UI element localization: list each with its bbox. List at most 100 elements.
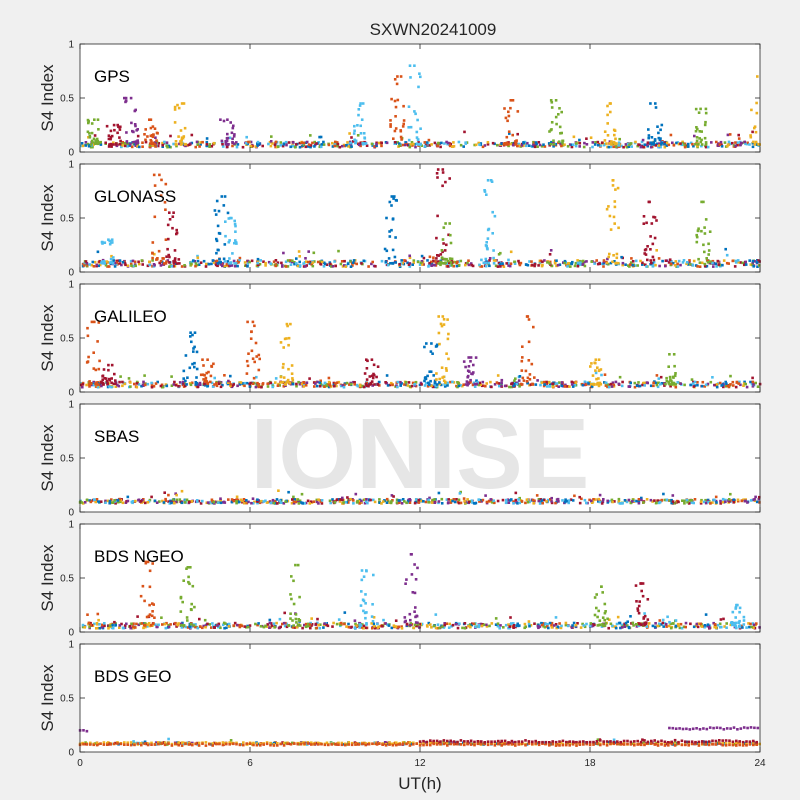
data-point bbox=[430, 264, 433, 267]
data-point bbox=[398, 144, 401, 147]
y-tick-label: 0 bbox=[68, 268, 74, 279]
data-point bbox=[540, 499, 544, 502]
data-point bbox=[104, 377, 108, 380]
data-point bbox=[225, 139, 229, 143]
data-point bbox=[290, 597, 293, 601]
data-point bbox=[605, 207, 609, 211]
data-point bbox=[407, 263, 411, 266]
data-point bbox=[148, 569, 152, 573]
data-point bbox=[578, 501, 582, 505]
data-point bbox=[90, 122, 94, 125]
data-point bbox=[751, 385, 755, 388]
data-point bbox=[395, 501, 399, 504]
data-point bbox=[517, 144, 521, 148]
data-point bbox=[229, 216, 232, 220]
data-point bbox=[700, 200, 703, 204]
data-point bbox=[602, 262, 605, 265]
data-point bbox=[684, 625, 687, 629]
data-point bbox=[396, 385, 399, 389]
data-point bbox=[594, 141, 597, 144]
data-point bbox=[649, 259, 652, 262]
data-point bbox=[364, 602, 367, 605]
data-point bbox=[641, 383, 644, 387]
data-point bbox=[245, 135, 248, 139]
data-point bbox=[216, 624, 219, 627]
data-point bbox=[706, 259, 709, 262]
data-point bbox=[151, 252, 154, 255]
data-point bbox=[396, 626, 399, 629]
data-point bbox=[165, 621, 168, 625]
data-point bbox=[122, 626, 125, 630]
data-point bbox=[436, 168, 440, 171]
data-point bbox=[408, 612, 412, 616]
data-point bbox=[174, 492, 177, 495]
data-point bbox=[746, 141, 749, 145]
data-point bbox=[164, 182, 168, 186]
data-point bbox=[725, 622, 728, 625]
data-point bbox=[414, 578, 418, 581]
data-point bbox=[737, 133, 740, 137]
data-point bbox=[210, 381, 214, 385]
data-point bbox=[370, 262, 373, 266]
data-point bbox=[301, 502, 304, 505]
data-point bbox=[194, 623, 197, 626]
data-point bbox=[196, 500, 199, 503]
data-point bbox=[750, 625, 753, 629]
data-point bbox=[404, 143, 407, 147]
data-point bbox=[673, 374, 677, 378]
data-point bbox=[758, 264, 761, 267]
data-point bbox=[219, 118, 222, 121]
data-point bbox=[494, 617, 498, 620]
data-point bbox=[579, 261, 582, 265]
data-point bbox=[559, 142, 562, 146]
data-point bbox=[456, 626, 460, 630]
data-point bbox=[459, 501, 463, 505]
data-point bbox=[433, 379, 437, 383]
data-point bbox=[207, 370, 210, 374]
data-point bbox=[754, 130, 758, 134]
data-point bbox=[270, 624, 274, 627]
data-point bbox=[598, 500, 602, 504]
data-point bbox=[187, 580, 190, 584]
data-point bbox=[395, 498, 399, 502]
data-point bbox=[590, 499, 593, 503]
data-point bbox=[134, 108, 137, 112]
data-point bbox=[450, 257, 454, 261]
data-point bbox=[400, 259, 403, 262]
data-point bbox=[737, 137, 741, 140]
data-point bbox=[243, 384, 246, 388]
data-point bbox=[646, 598, 650, 601]
data-point bbox=[225, 263, 229, 266]
data-point bbox=[728, 741, 731, 744]
data-point bbox=[197, 741, 201, 745]
data-point bbox=[264, 499, 267, 503]
data-point bbox=[129, 743, 133, 747]
data-point bbox=[399, 380, 402, 384]
data-point bbox=[109, 137, 112, 141]
data-point bbox=[743, 263, 746, 267]
data-point bbox=[246, 259, 250, 263]
data-point bbox=[417, 501, 421, 504]
data-point bbox=[629, 615, 632, 618]
data-point bbox=[664, 382, 667, 386]
data-point bbox=[185, 383, 188, 386]
data-point bbox=[664, 264, 667, 268]
data-point bbox=[221, 501, 224, 504]
data-point bbox=[660, 143, 663, 146]
data-point bbox=[139, 622, 142, 625]
data-point bbox=[670, 498, 673, 502]
data-point bbox=[150, 381, 153, 385]
data-point bbox=[256, 501, 259, 505]
data-point bbox=[110, 145, 113, 148]
data-point bbox=[157, 623, 160, 627]
data-point bbox=[345, 625, 348, 628]
data-point bbox=[335, 622, 339, 626]
data-point bbox=[140, 743, 143, 747]
data-point bbox=[230, 500, 234, 504]
data-point bbox=[118, 143, 122, 146]
data-point bbox=[739, 143, 742, 147]
data-point bbox=[607, 255, 610, 259]
data-point bbox=[488, 624, 491, 628]
data-point bbox=[167, 253, 170, 257]
data-point bbox=[714, 495, 718, 499]
